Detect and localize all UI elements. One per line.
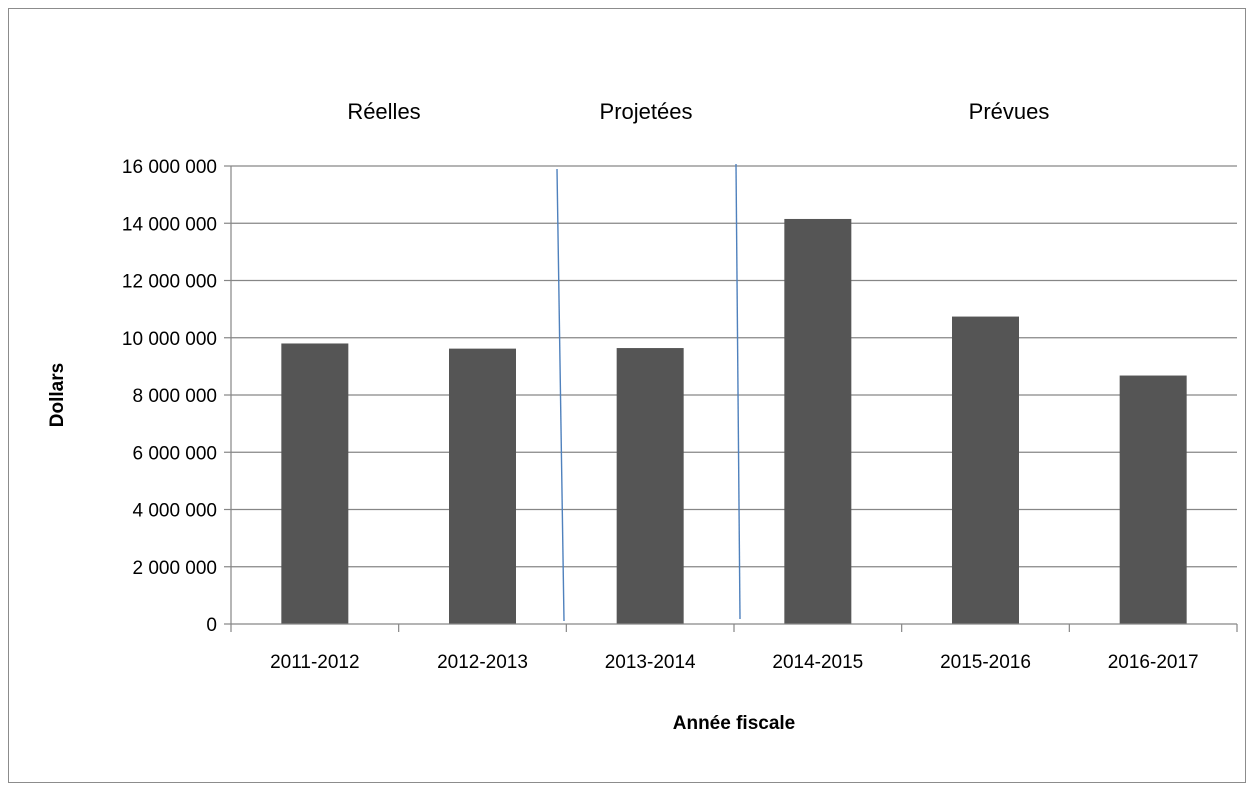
bars xyxy=(281,218,1187,625)
y-axis-title: Dollars xyxy=(47,363,68,427)
section-label: Prévues xyxy=(969,99,1050,124)
y-tick-labels: 0 2 000 000 4 000 000 6 000 000 8 000 000 10 … xyxy=(122,157,217,636)
x-tick-labels: 2011-2012 2012-2013 2013-2014 2014-2015 2015… xyxy=(270,652,1198,673)
bar xyxy=(952,316,1019,624)
x-axis-title: Année fiscale xyxy=(673,713,796,734)
bar-chart: 0 2 000 000 4 000 000 6 000 000 8 000 000 10 … xyxy=(47,99,1238,734)
bar xyxy=(281,343,349,624)
section-label: Projetées xyxy=(600,99,693,124)
y-tick-label: 10 000 000 xyxy=(122,329,217,350)
section-dividers xyxy=(556,163,741,622)
x-tick-label: 2011-2012 xyxy=(270,652,359,673)
y-tick-label: 2 000 000 xyxy=(132,558,217,579)
x-tick-label: 2012-2013 xyxy=(437,652,528,673)
axes xyxy=(224,165,1238,632)
section-divider xyxy=(735,163,741,620)
y-tick-label: 0 xyxy=(206,615,217,636)
y-tick-label: 6 000 000 xyxy=(132,443,217,464)
x-tick-label: 2014-2015 xyxy=(772,652,863,673)
y-tick-label: 12 000 000 xyxy=(122,272,217,293)
gridlines xyxy=(231,165,1237,568)
y-tick-label: 4 000 000 xyxy=(132,501,217,522)
x-tick-label: 2015-2016 xyxy=(940,652,1031,673)
x-tick-label: 2016-2017 xyxy=(1108,652,1199,673)
bar xyxy=(1119,375,1187,624)
section-divider xyxy=(556,168,565,622)
x-tick-label: 2013-2014 xyxy=(605,652,696,673)
bar xyxy=(449,348,516,624)
section-labels: Réelles Projetées Prévues xyxy=(347,99,1049,124)
y-tick-label: 16 000 000 xyxy=(122,157,217,178)
y-tick-label: 8 000 000 xyxy=(132,386,217,407)
bar xyxy=(616,348,684,624)
section-label: Réelles xyxy=(347,99,420,124)
chart-frame: 0 2 000 000 4 000 000 6 000 000 8 000 000 10 … xyxy=(8,8,1246,783)
bar xyxy=(784,218,852,625)
y-tick-label: 14 000 000 xyxy=(122,214,217,235)
